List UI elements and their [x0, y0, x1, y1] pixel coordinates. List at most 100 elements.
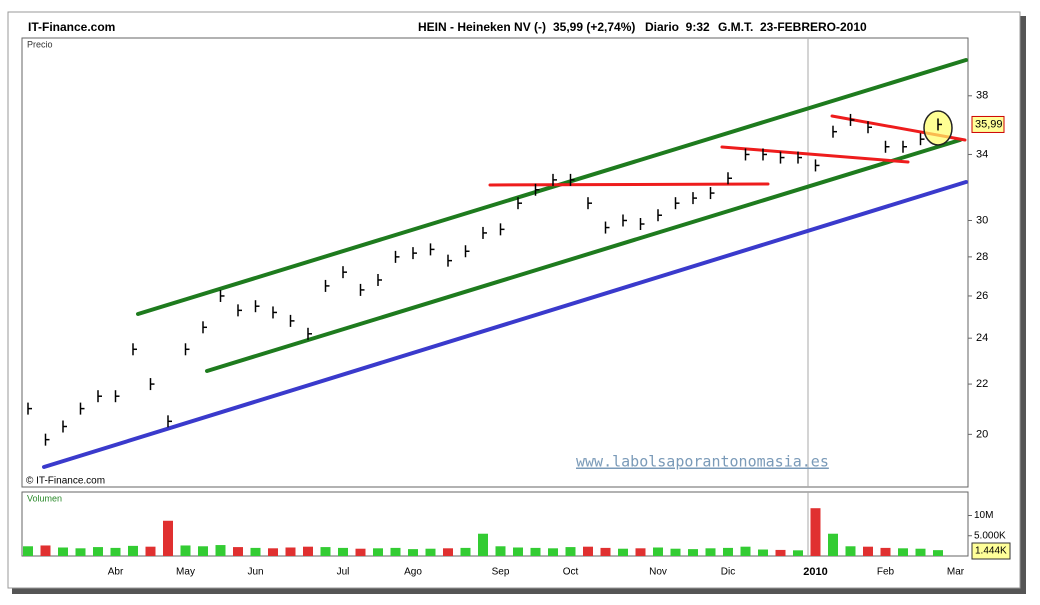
volume-bar — [635, 548, 646, 556]
support-line — [42, 180, 968, 469]
lower-channel — [205, 138, 962, 373]
volume-bar — [810, 508, 821, 556]
quote: 35,99 (+2,74%) — [553, 20, 635, 34]
volume-bar — [145, 546, 156, 556]
price-bar — [657, 209, 662, 222]
volume-bar — [425, 548, 436, 556]
volume-bar — [828, 533, 838, 556]
resistance-line — [488, 182, 770, 187]
volume-bar — [793, 550, 803, 556]
trendlines — [42, 58, 968, 469]
price-bar — [709, 187, 715, 200]
price-bar — [254, 300, 260, 313]
y-tick-label: 22 — [976, 378, 988, 390]
x-tick-label: Feb — [877, 567, 895, 578]
price-bar — [289, 314, 295, 327]
volume-bar — [198, 546, 208, 556]
volume-bar — [758, 549, 768, 556]
volume-bar — [75, 548, 86, 556]
price-bar — [534, 183, 540, 196]
price-bar — [867, 121, 872, 134]
y-tick-label: 34 — [976, 148, 988, 160]
price-bar — [604, 221, 610, 234]
volume-bar — [233, 547, 243, 556]
x-tick-label: Mar — [947, 567, 965, 578]
price-bar — [464, 245, 470, 258]
price-bar — [324, 279, 330, 292]
volume-panel — [21, 491, 969, 557]
volume-bar — [460, 547, 471, 556]
price-bar — [202, 321, 207, 334]
y-tick-label: 24 — [976, 332, 988, 344]
volume-bar — [705, 548, 716, 556]
site-name: IT-Finance.com — [28, 20, 115, 34]
price-bar — [377, 273, 382, 286]
copyright: © IT-Finance.com — [26, 476, 105, 487]
upper-channel — [136, 58, 968, 316]
price-bar — [674, 197, 680, 210]
volume-bar — [93, 547, 103, 556]
volume-bar — [740, 546, 751, 556]
y-tick-label: 20 — [976, 428, 988, 440]
price-bar — [44, 433, 50, 446]
price-bar — [937, 118, 942, 131]
volume-bar — [565, 547, 576, 556]
price-bar — [587, 197, 592, 210]
last-price-label: 35,99 — [975, 118, 1003, 130]
volume-bar — [863, 546, 873, 556]
price-bar — [797, 151, 802, 164]
volume-bar — [408, 549, 418, 556]
price-bar — [359, 283, 365, 296]
volume-bar — [933, 550, 943, 556]
price-bar — [762, 148, 767, 161]
price-bar — [219, 289, 225, 302]
volume-bar — [23, 546, 33, 556]
y-tick-label: 5.000K — [974, 530, 1006, 541]
x-tick-label: Jul — [337, 567, 350, 578]
resistance-line — [720, 145, 910, 164]
x-tick-label: Abr — [108, 567, 124, 578]
y-tick-label: 10M — [974, 510, 993, 521]
y-tick-label: 38 — [976, 90, 988, 102]
price-bar — [447, 254, 452, 267]
price-bar — [167, 415, 172, 428]
price-bar — [307, 327, 312, 340]
price-bar — [552, 173, 557, 186]
volume-bar — [303, 546, 313, 556]
volume-bar — [723, 547, 733, 556]
last-price-box — [971, 115, 1005, 133]
volume-bar — [898, 548, 908, 556]
symbol: HEIN - Heineken NV (-) — [418, 20, 546, 34]
price-bar — [517, 197, 522, 210]
volume-bar — [373, 548, 383, 556]
volume-bar — [320, 547, 331, 556]
volume-title: Volumen — [27, 493, 62, 503]
price-bar — [569, 173, 575, 186]
volume-bar — [443, 548, 453, 556]
x-tick-label: Oct — [563, 567, 579, 578]
volume-bar — [338, 547, 348, 556]
price-bar — [149, 378, 155, 391]
volume-bar — [495, 546, 506, 556]
price-bar — [919, 133, 925, 146]
price-bar — [814, 159, 820, 172]
price-bar — [727, 172, 732, 185]
volume-bar — [688, 549, 698, 556]
volume-bar — [600, 547, 611, 556]
x-tick-label: Sep — [492, 567, 510, 578]
price-bar — [744, 148, 750, 161]
volume-bar — [250, 547, 261, 556]
volume-bar — [653, 547, 663, 556]
volume-bar — [355, 548, 366, 556]
x-tick-label: Dic — [721, 567, 735, 578]
price-bar — [482, 226, 487, 239]
y-tick-label: 26 — [976, 290, 988, 302]
price-bar — [342, 266, 347, 279]
price-bar — [902, 140, 907, 153]
volume-bar — [390, 547, 401, 556]
price-bar — [114, 390, 120, 403]
price-bar — [639, 218, 645, 231]
volume-bar — [548, 548, 558, 556]
x-tick-label: May — [176, 567, 195, 578]
